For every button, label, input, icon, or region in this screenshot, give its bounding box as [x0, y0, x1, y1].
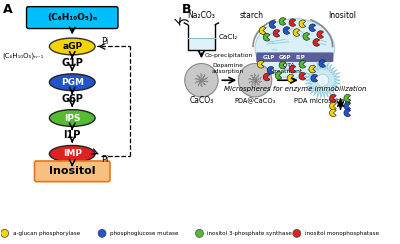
Wedge shape	[289, 19, 296, 26]
Text: a-glucan phosphorylase: a-glucan phosphorylase	[13, 231, 80, 236]
Circle shape	[98, 229, 106, 237]
Ellipse shape	[49, 110, 95, 126]
Text: (C₆H₁₀O₅)ₙ: (C₆H₁₀O₅)ₙ	[47, 13, 97, 22]
Wedge shape	[275, 72, 282, 79]
Text: B: B	[182, 3, 191, 16]
Wedge shape	[263, 73, 270, 81]
Text: PGM: PGM	[61, 78, 84, 87]
Ellipse shape	[49, 38, 95, 55]
Text: Pi: Pi	[101, 37, 108, 46]
Polygon shape	[188, 39, 215, 51]
Wedge shape	[319, 60, 326, 67]
Ellipse shape	[49, 145, 95, 162]
Text: Na₂CO₃: Na₂CO₃	[188, 11, 215, 20]
Text: Inositol: Inositol	[328, 11, 356, 20]
Circle shape	[185, 63, 218, 97]
Wedge shape	[309, 65, 316, 73]
Circle shape	[316, 74, 329, 86]
Polygon shape	[304, 62, 340, 98]
Ellipse shape	[255, 19, 334, 78]
Wedge shape	[299, 72, 306, 80]
Wedge shape	[273, 30, 280, 37]
Wedge shape	[263, 33, 270, 41]
Text: CaCl₂: CaCl₂	[218, 34, 238, 40]
Wedge shape	[330, 94, 336, 102]
Wedge shape	[313, 39, 320, 46]
Wedge shape	[330, 109, 336, 117]
Circle shape	[196, 229, 203, 237]
Text: (C₆H₁₀O₅)ₙ₋₁: (C₆H₁₀O₅)ₙ₋₁	[3, 52, 44, 59]
Wedge shape	[303, 33, 310, 40]
Wedge shape	[330, 102, 336, 110]
Text: Dopamine
adsorption: Dopamine adsorption	[212, 63, 244, 74]
Text: PDA microsphere: PDA microsphere	[294, 98, 351, 104]
Wedge shape	[317, 31, 324, 38]
Text: Inositol: Inositol	[49, 166, 96, 176]
Text: Co-precipitation: Co-precipitation	[204, 53, 252, 58]
Wedge shape	[279, 18, 286, 25]
Wedge shape	[299, 20, 306, 28]
Text: G6P: G6P	[279, 55, 291, 60]
Wedge shape	[283, 27, 290, 34]
Wedge shape	[309, 24, 316, 31]
FancyBboxPatch shape	[26, 7, 118, 29]
Text: IPS: IPS	[64, 113, 80, 122]
Text: G1P: G1P	[263, 55, 275, 60]
Wedge shape	[287, 74, 294, 82]
Wedge shape	[269, 21, 276, 28]
Wedge shape	[344, 109, 350, 117]
Wedge shape	[289, 65, 296, 73]
Circle shape	[1, 229, 9, 237]
Text: IMP: IMP	[63, 149, 82, 158]
Text: EDTA
treatment: EDTA treatment	[272, 63, 303, 74]
Wedge shape	[279, 61, 286, 69]
Text: Pi: Pi	[101, 155, 108, 164]
Text: CaCO₃: CaCO₃	[189, 96, 214, 105]
Wedge shape	[299, 61, 306, 68]
Wedge shape	[311, 74, 318, 82]
Wedge shape	[293, 29, 300, 36]
Text: Microspheres for enzyme immobilization: Microspheres for enzyme immobilization	[224, 86, 366, 92]
Text: G1P: G1P	[61, 58, 83, 68]
Text: aGP: aGP	[62, 42, 82, 51]
Text: A: A	[3, 3, 12, 16]
Text: inositol monophosphatase: inositol monophosphatase	[305, 231, 379, 236]
Wedge shape	[344, 102, 350, 110]
Wedge shape	[344, 94, 350, 102]
Text: G6P: G6P	[61, 94, 83, 104]
Text: PDA@CaCO₃: PDA@CaCO₃	[234, 98, 276, 104]
Text: inositol 3-phosphate synthase: inositol 3-phosphate synthase	[207, 231, 292, 236]
Text: starch: starch	[239, 11, 263, 20]
Wedge shape	[257, 61, 264, 68]
FancyBboxPatch shape	[256, 52, 333, 62]
Circle shape	[238, 63, 272, 97]
FancyBboxPatch shape	[34, 161, 110, 182]
Text: I1P: I1P	[296, 55, 306, 60]
Ellipse shape	[49, 74, 95, 91]
Wedge shape	[267, 67, 274, 74]
Text: I1P: I1P	[64, 130, 81, 140]
Circle shape	[293, 229, 301, 237]
Text: phosphoglucose mutase: phosphoglucose mutase	[110, 231, 178, 236]
Wedge shape	[259, 27, 266, 34]
